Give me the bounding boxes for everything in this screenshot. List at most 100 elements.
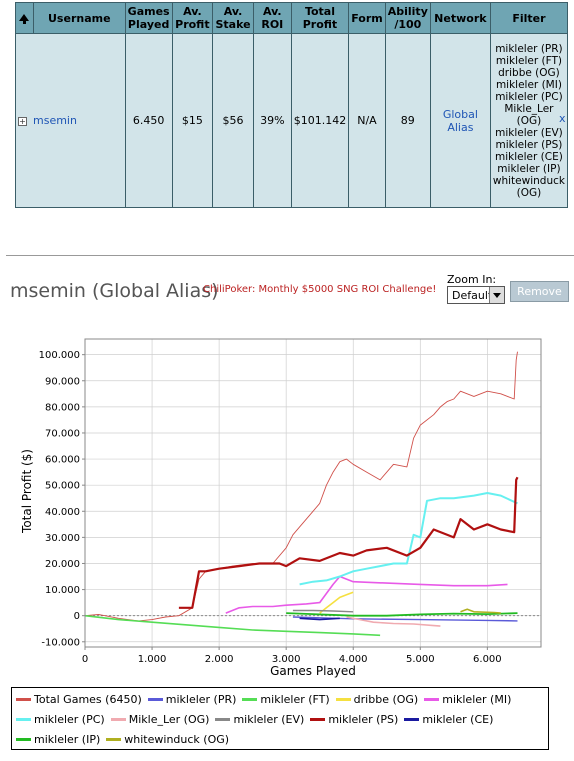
- y-tick-label: 60.000: [45, 455, 80, 466]
- series-line-0: [84, 351, 518, 622]
- filter-item: mikleler (PR): [495, 42, 563, 55]
- series-line-8: [178, 476, 519, 609]
- y-tick-label: 50.000: [45, 481, 80, 492]
- chevron-down-icon[interactable]: [489, 287, 504, 303]
- page-title: msemin (Global Alias): [10, 280, 219, 302]
- filter-item: mikleler (CE): [495, 150, 563, 163]
- filter-cell: mikleler (PR) mikleler (FT) dribbe (OG) …: [489, 33, 569, 208]
- header-username[interactable]: Username: [32, 2, 126, 34]
- form-cell: N/A: [348, 33, 386, 208]
- legend-label: Total Games (6450): [34, 692, 142, 706]
- header-ability[interactable]: Ability /100: [384, 2, 431, 34]
- y-tick-label: 100.000: [39, 350, 80, 361]
- table-row: + msemin 6.450 $15 $56 39% $101.142 N/A 8…: [15, 33, 569, 208]
- y-tick-label: 40.000: [45, 507, 80, 518]
- remove-filter-link[interactable]: x: [559, 112, 566, 125]
- y-tick-label: -10.000: [41, 637, 80, 648]
- legend-swatch: [16, 737, 31, 741]
- legend-row: mikleler (IP) whitewinduck (OG): [16, 729, 544, 749]
- legend-swatch: [404, 717, 420, 721]
- legend-label: Mikle_Ler (OG): [128, 712, 210, 726]
- series-line-9: [299, 617, 340, 621]
- network-cell: Global Alias: [429, 33, 491, 208]
- legend-label: mikleler (CE): [422, 712, 494, 726]
- y-axis-label: Total Profit ($): [20, 449, 34, 534]
- filter-item: dribbe (OG): [498, 66, 560, 79]
- legend-item: mikleler (PR): [147, 692, 237, 706]
- header-filter: Filter: [489, 2, 569, 34]
- chart-grid: [84, 339, 541, 647]
- filter-item: whitewinduck (OG): [492, 174, 565, 199]
- legend-item: mikleler (IP): [16, 733, 100, 746]
- header-games-played[interactable]: Games Played: [124, 2, 173, 34]
- header-av-profit[interactable]: Av. Profit: [171, 2, 214, 34]
- x-tick-label: 6.000: [473, 654, 502, 665]
- header-total-profit[interactable]: Total Profit: [290, 2, 350, 34]
- series-line-5: [299, 492, 518, 586]
- header-network[interactable]: Network: [429, 2, 491, 34]
- legend-label: mikleler (EV): [233, 712, 305, 726]
- chart-ticks: 0 1.000 2.000 3.000 4.000 5.000 6.000-10.00001…: [39, 350, 502, 665]
- legend-label: whitewinduck (OG): [124, 732, 230, 746]
- header-av-stake[interactable]: Av. Stake: [212, 2, 254, 34]
- profit-chart: 0 1.000 2.000 3.000 4.000 5.000 6.000-10.00001…: [20, 338, 542, 678]
- x-tick-label: 5.000: [406, 654, 435, 665]
- chart-legend: Total Games (6450) mikleler (PR) mikleler …: [11, 687, 549, 750]
- legend-label: mikleler (PC): [34, 712, 105, 726]
- y-tick-label: 0: [74, 611, 80, 622]
- legend-swatch: [424, 697, 440, 701]
- header-form[interactable]: Form: [348, 2, 386, 34]
- y-tick-label: 30.000: [45, 533, 80, 544]
- legend-label: mikleler (MI): [442, 692, 512, 706]
- legend-item: Total Games (6450): [16, 693, 142, 706]
- legend-label: mikleler (IP): [34, 732, 101, 746]
- x-tick-label: 3.000: [272, 654, 301, 665]
- legend-swatch: [16, 717, 31, 721]
- legend-item: mikleler (CE): [404, 713, 493, 726]
- promo-link[interactable]: ChiliPoker: Monthly $5000 SNG ROI Challe…: [203, 284, 437, 295]
- series-line-1: [292, 616, 518, 622]
- legend-swatch: [147, 697, 163, 701]
- legend-row: Total Games (6450) mikleler (PR) mikleler …: [16, 689, 544, 709]
- series-line-10: [286, 612, 518, 617]
- x-tick-label: 2.000: [205, 654, 234, 665]
- zoom-select[interactable]: Default: [447, 286, 505, 304]
- x-axis-label: Games Played: [270, 664, 356, 678]
- legend-row: mikleler (PC) Mikle_Ler (OG) mikleler (EV)…: [16, 709, 544, 729]
- legend-swatch: [310, 717, 326, 721]
- remove-button[interactable]: Remove: [510, 281, 569, 302]
- legend-swatch: [106, 737, 122, 741]
- legend-item: mikleler (FT): [242, 692, 330, 706]
- y-tick-label: 10.000: [45, 585, 80, 596]
- legend-item: Mikle_Ler (OG): [110, 712, 210, 726]
- divider: [6, 255, 574, 256]
- total-profit-cell: $101.142: [290, 33, 350, 208]
- series-line-6: [346, 616, 441, 627]
- x-tick-label: 4.000: [339, 654, 368, 665]
- header-av-roi[interactable]: Av. ROI: [252, 2, 292, 34]
- table-header-row: Username Games Played Av. Profit Av. Sta…: [15, 2, 569, 34]
- av-roi-cell: 39%: [252, 33, 292, 208]
- legend-item: mikleler (EV): [215, 713, 304, 726]
- y-tick-label: 90.000: [45, 376, 80, 387]
- legend-label: mikleler (FT): [260, 692, 330, 706]
- legend-label: mikleler (PR): [165, 692, 237, 706]
- series-line-7: [292, 609, 354, 613]
- network-link[interactable]: Global Alias: [442, 107, 478, 134]
- legend-swatch: [16, 697, 31, 701]
- username-link[interactable]: msemin: [33, 114, 77, 127]
- x-tick-label: 1.000: [138, 654, 167, 665]
- sort-header[interactable]: [15, 2, 34, 34]
- chart-series-layer: [84, 351, 519, 637]
- legend-item: whitewinduck (OG): [106, 733, 229, 746]
- legend-swatch: [242, 697, 258, 701]
- y-tick-label: 80.000: [45, 402, 80, 413]
- legend-label: mikleler (PS): [328, 712, 399, 726]
- stats-table: Username Games Played Av. Profit Av. Sta…: [15, 2, 569, 208]
- series-line-11: [460, 608, 501, 614]
- legend-item: mikleler (PS): [310, 713, 398, 726]
- expand-icon[interactable]: +: [18, 116, 27, 126]
- games-played-cell: 6.450: [124, 33, 173, 208]
- legend-swatch: [215, 717, 231, 721]
- series-line-4: [225, 575, 508, 614]
